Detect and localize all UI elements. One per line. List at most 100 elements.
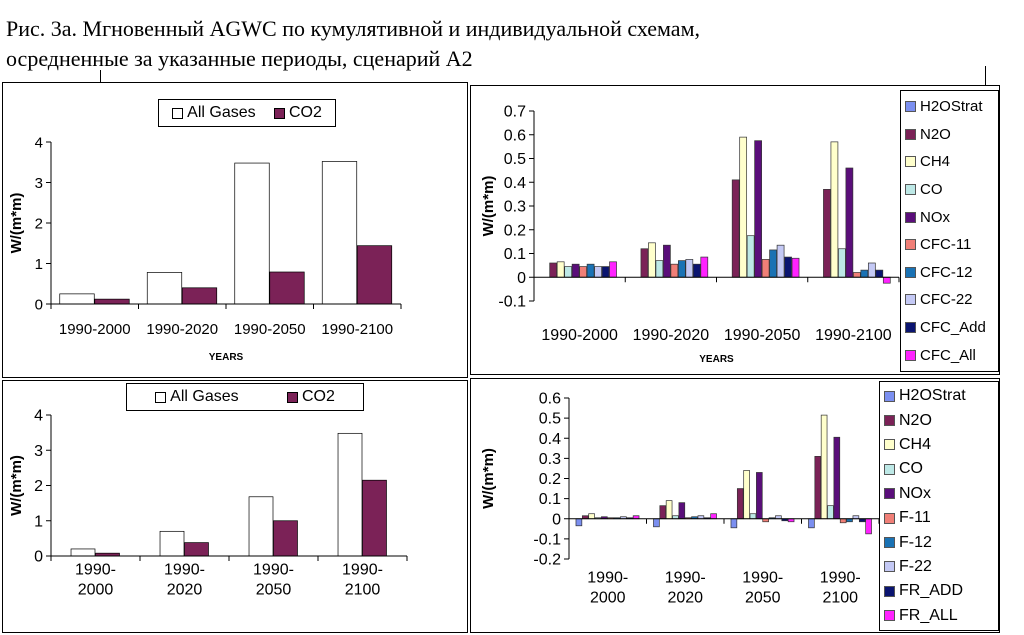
bar-cfc-11-2: [670, 263, 679, 278]
bar-cfc-11-3: [761, 259, 770, 278]
legend-item-fr-all: FR_ALL: [884, 607, 994, 625]
bar-cfc-all-3: [791, 257, 800, 278]
legend-swatch: [905, 294, 916, 306]
x-tick-label: 1990-2100: [820, 569, 861, 606]
legend-swatch: [884, 415, 895, 427]
legend-item-cfc-11: CFC-11: [905, 236, 994, 253]
legend-swatch: [884, 585, 895, 597]
bar-co2-4: [362, 479, 387, 557]
bar-ch4-1: [588, 513, 595, 520]
bar-all-gases-4: [321, 161, 358, 305]
legend-item-all-gases: All Gases: [155, 388, 239, 406]
bar-fr-all-2: [710, 513, 717, 520]
legend-swatch: [905, 349, 916, 361]
legend-label: CFC_All: [920, 346, 976, 364]
legend-item-n2o: N2O: [884, 412, 994, 430]
legend-label: N2O: [920, 125, 951, 143]
y-tick-label: 3: [34, 443, 43, 460]
bar-all-gases-4: [337, 432, 363, 557]
bar-nox-3: [754, 140, 762, 278]
legend-swatch: [905, 101, 916, 113]
legend-label: NOx: [920, 208, 950, 226]
bar-co2-1: [94, 298, 130, 305]
x-tick-label: 1990-2100: [342, 561, 383, 598]
bar-all-gases-3: [234, 162, 270, 305]
bar-all-gases-2: [146, 272, 183, 305]
bar-cfc-all-4: [882, 276, 891, 284]
bar-n2o-4: [823, 189, 831, 278]
legend-item-cfc-all: CFC_All: [905, 347, 994, 364]
y-tick-label: 4: [34, 408, 43, 425]
legend-label: CH4: [920, 153, 951, 171]
legend-item-cfc-add: CFC_Add: [905, 319, 994, 336]
bar-n2o-3: [731, 179, 740, 278]
bar-all-gases-3: [248, 496, 274, 557]
bar-ch4-3: [743, 470, 750, 520]
bar-cfc-22-2: [685, 259, 694, 278]
chart-bottom-left-legend: All Gases CO2: [126, 383, 364, 411]
legend-swatch: [905, 239, 916, 251]
bar-n2o-4: [814, 456, 822, 520]
bar-cfc-12-2: [678, 260, 686, 278]
legend-item-f-22: F-22: [884, 558, 994, 576]
legend-label: CFC-22: [920, 291, 973, 309]
bar-cfc-add-2: [692, 263, 701, 278]
bar-co2-4: [356, 245, 393, 305]
legend-label: CH4: [899, 435, 932, 453]
legend-swatch: [905, 266, 916, 278]
legend-swatch: [905, 156, 916, 168]
y-tick-label: 0.5: [504, 151, 526, 168]
bar-co2-3: [273, 520, 298, 557]
bar-co2-2: [184, 542, 209, 557]
legend-swatch: [905, 322, 916, 334]
bar-ch4-1: [556, 261, 565, 278]
chart-top-left-svg: 0 1 2 3 4 1990-2000 1990-2020 1990-2050 1990-210…: [8, 134, 402, 363]
x-tick-label: 1990-2000: [59, 321, 131, 338]
bar-ch4-3: [739, 136, 748, 278]
chart-bottom-right-svg: -0.2 -0.1 0 0.1 0.2 0.3 0.4 0.5 0.6 1990-2000 1990…: [480, 391, 880, 606]
legend-swatch: [884, 390, 895, 402]
bar-h2ostrat-4: [808, 518, 815, 529]
y-tick-label: 0.2: [504, 222, 526, 239]
y-tick-label: 1: [34, 513, 43, 530]
y-tick-label: 0.6: [504, 127, 526, 144]
y-tick-label: 0.4: [504, 175, 526, 192]
y-tick-label: -0.1: [498, 294, 526, 311]
y-tick-label: 0: [35, 296, 43, 313]
bar-ch4-4: [820, 414, 828, 520]
bar-ch4-2: [665, 500, 673, 520]
legend-swatch: [905, 184, 916, 196]
legend-swatch: [905, 211, 916, 223]
x-tick-label: 1990-2050: [253, 561, 294, 598]
y-tick-label: 0.4: [539, 431, 561, 448]
legend-item-nox: NOx: [884, 485, 994, 503]
bar-cfc-12-1: [586, 263, 595, 278]
x-tick-label: 1990-2050: [234, 321, 306, 338]
legend-label: FR_ADD: [899, 582, 964, 600]
chart-top-right-legend: H2OStrat N2O CH4 CO NOx CFC-11 CFC-12 CFC-22 CFC…: [900, 90, 999, 372]
x-tick-label: 1990-2020: [146, 321, 218, 338]
y-tick-label: 0.1: [504, 246, 526, 263]
bar-cfc-12-3: [769, 249, 777, 278]
y-tick-label: 2: [35, 215, 43, 232]
legend-item-fr-add: FR_ADD: [884, 582, 994, 600]
y-axis-title: W/(m*m): [8, 193, 25, 254]
legend-swatch: [286, 391, 298, 403]
legend-swatch: [155, 391, 167, 403]
title-divider-left: [100, 70, 101, 82]
y-tick-label: 3: [35, 175, 43, 192]
y-tick-label: 0.5: [539, 411, 561, 428]
bar-co-3: [749, 513, 757, 520]
legend-swatch: [884, 561, 895, 573]
bar-n2o-2: [659, 505, 667, 520]
chart-bottom-right-legend: H2OStrat N2O CH4 CO NOx F-11 F-12 F-22 FR_ADD FR_…: [879, 381, 999, 631]
y-tick-label: 0.3: [504, 199, 526, 216]
bar-h2ostrat-2: [653, 518, 660, 528]
legend-swatch: [884, 512, 895, 524]
y-tick-label: 0.1: [539, 491, 561, 508]
y-tick-label: 0.3: [539, 451, 561, 468]
bar-cfc-11-4: [853, 272, 861, 278]
legend-label: NOx: [899, 484, 931, 502]
legend-item-n2o: N2O: [905, 126, 994, 143]
bar-all-gases-2: [159, 530, 185, 557]
